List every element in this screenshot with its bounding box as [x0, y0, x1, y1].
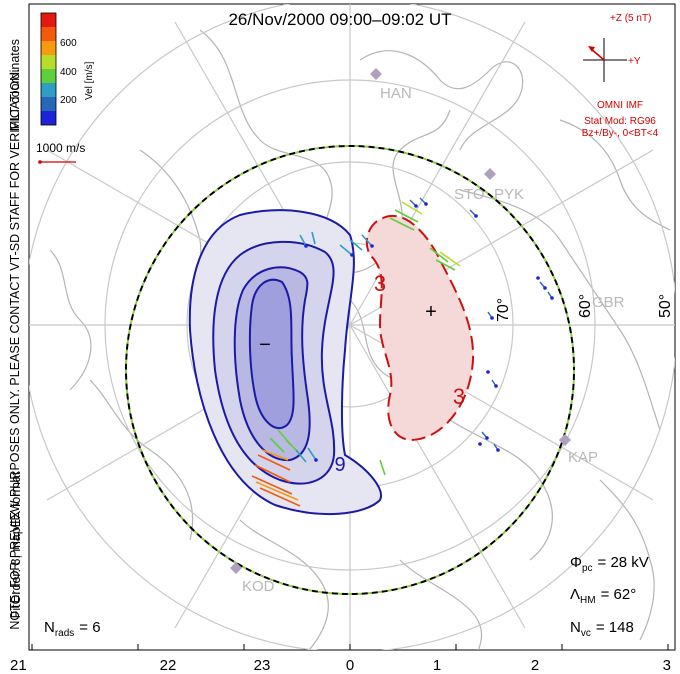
velocity-vectors [251, 197, 554, 507]
lat-label-50: 50° [657, 294, 674, 318]
colorbar-label: Vel [m/s] [84, 61, 95, 100]
plot-frame [28, 3, 676, 651]
station-kod: KOD [242, 578, 275, 595]
station-pyk: PYK [494, 186, 524, 203]
imf-condition: Bz+/By-, 0<BT<4 [582, 128, 659, 139]
station-kap: KAP [568, 449, 598, 466]
station-markers [230, 68, 571, 574]
min-potential-marker: − [259, 334, 271, 356]
plot-title: 26/Nov/2000 09:00–09:02 UT [228, 10, 451, 29]
velocity-colorbar [40, 12, 57, 126]
vel-scale-origin [38, 160, 42, 164]
positive-cell: + 3 3 [365, 215, 475, 442]
imf-clock [583, 38, 627, 82]
colorbar-tick-600: 600 [60, 38, 77, 49]
mlt-tick-3: 3 [663, 657, 671, 674]
station-sto: STO [454, 186, 485, 203]
imf-source: OMNI IMF [597, 100, 643, 111]
coordinates-label: MLT coordinates [8, 39, 22, 131]
mlt-tick-22: 22 [160, 657, 177, 674]
contour-label-3b: 3 [453, 384, 465, 409]
mlt-axis-ticks [31, 644, 669, 650]
coastlines [49, 29, 671, 650]
stat-n-rads: Nrads = 6 [44, 619, 101, 639]
fit-order-label: FitOrder: 8, mapEX format [9, 471, 23, 618]
hm-boundary [125, 145, 575, 595]
station-han: HAN [380, 85, 412, 102]
imf-y-label: +Y [628, 56, 641, 67]
colorbar-tick-400: 400 [60, 67, 77, 78]
lat-label-70: 70° [495, 298, 512, 322]
mlt-tick-0: 0 [346, 657, 354, 674]
max-potential-marker: + [425, 301, 437, 323]
colorbar-tick-200: 200 [60, 95, 77, 106]
contour-label-3a: 3 [374, 271, 386, 296]
contour-label-9: 9 [334, 454, 345, 476]
stat-phi-pc: Φpc = 28 kV [570, 554, 649, 574]
station-gbr: GBR [592, 294, 625, 311]
vel-scale-label: 1000 m/s [36, 141, 85, 155]
imf-z-label: +Z (5 nT) [610, 13, 651, 24]
mlt-tick-1: 1 [433, 657, 441, 674]
mlt-tick-21: 21 [10, 657, 27, 674]
lat-label-60: 60° [577, 294, 594, 318]
stat-n-vc: Nvc = 148 [570, 619, 634, 639]
stat-model: Stat Mod: RG96 [584, 116, 656, 127]
disclaimer-text: NOTE: FOR PREVIEW PURPOSES ONLY. PLEASE … [8, 68, 22, 629]
mlt-tick-23: 23 [254, 657, 271, 674]
stat-lambda-hm: ΛHM = 62° [570, 586, 636, 606]
mlt-tick-2: 2 [531, 657, 539, 674]
negative-cell: − [188, 209, 382, 515]
